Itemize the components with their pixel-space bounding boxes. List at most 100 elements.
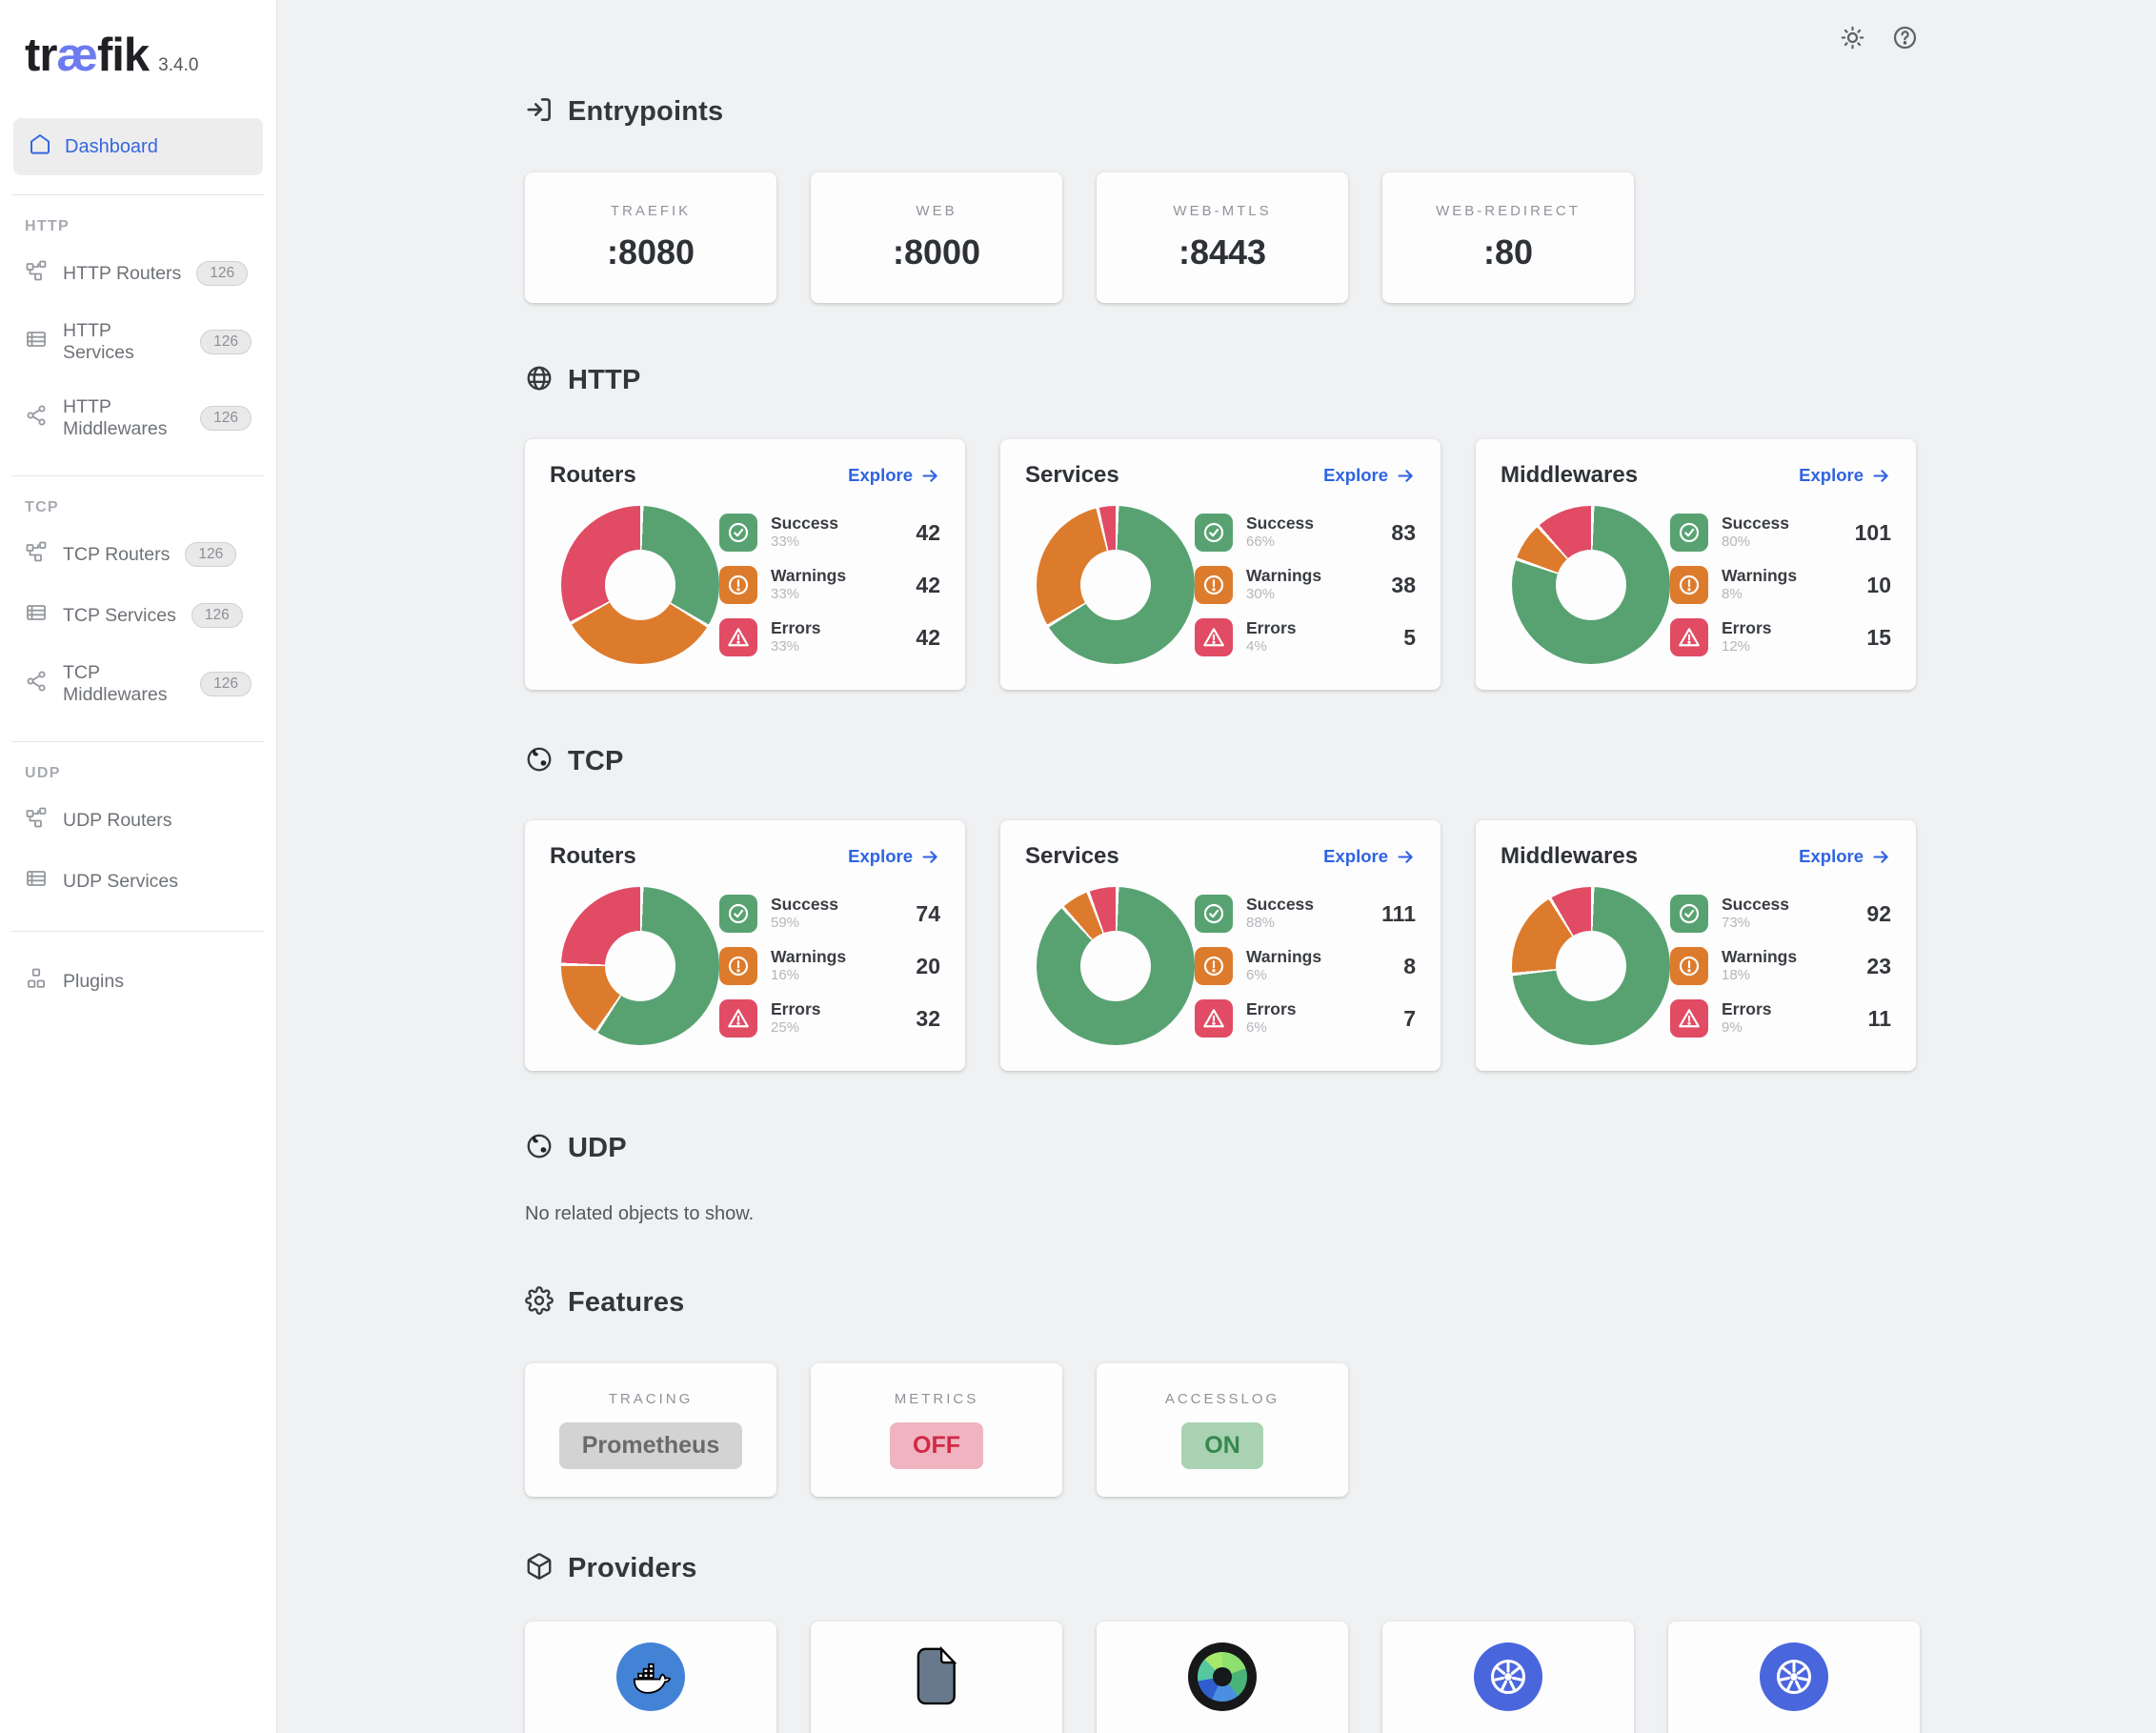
explore-link[interactable]: Explore (1323, 465, 1416, 486)
topbar-actions (1840, 25, 1918, 55)
feature-card-accesslog: ACCESSLOG ON (1097, 1363, 1348, 1497)
services-icon (25, 601, 48, 630)
kubernetes-wheel-icon (1474, 1642, 1542, 1711)
tcp-routers-card: Routers Explore Success 59% 74 (525, 820, 965, 1071)
tcp-services-card: Services Explore Success 88% 111 (1000, 820, 1441, 1071)
explore-link[interactable]: Explore (1799, 846, 1891, 867)
sidebar-divider (11, 741, 265, 742)
error-icon (1670, 999, 1708, 1038)
error-icon (1195, 618, 1233, 656)
success-icon (1670, 895, 1708, 933)
sidebar-item-udp-routers[interactable]: UDP Routers (0, 790, 276, 851)
success-icon (1195, 895, 1233, 933)
sidebar-divider (11, 931, 265, 932)
success-stat: Success 80% 101 (1670, 514, 1891, 552)
entrypoint-port: :80 (1482, 232, 1534, 272)
tcp-cards: Routers Explore Success 59% 74 (525, 820, 1946, 1071)
section-title: Features (568, 1287, 685, 1318)
card-title: Services (1025, 843, 1119, 869)
success-stat: Success 59% 74 (719, 895, 940, 933)
sidebar-item-plugins[interactable]: Plugins (0, 951, 276, 1012)
sidebar-item-label: UDP Routers (63, 809, 172, 831)
udp-section-header: UDP (525, 1132, 1946, 1165)
sidebar-item-udp-services[interactable]: UDP Services (0, 851, 276, 912)
success-stat: Success 88% 111 (1195, 895, 1416, 933)
theme-toggle-sun-icon[interactable] (1840, 25, 1865, 55)
count-badge: 126 (191, 602, 243, 629)
feature-card-metrics: METRICS OFF (811, 1363, 1062, 1497)
entrypoint-port: :8000 (892, 232, 981, 272)
success-icon (1195, 514, 1233, 552)
success-icon (1670, 514, 1708, 552)
entrypoints-cards: TRAEFIK :8080 WEB :8000 WEB-MTLS :8443 W… (525, 172, 1946, 303)
card-title: Routers (550, 843, 636, 869)
feature-name: TRACING (608, 1391, 694, 1407)
main-content: Entrypoints TRAEFIK :8080 WEB :8000 WEB-… (277, 0, 1946, 1733)
explore-link[interactable]: Explore (1323, 846, 1416, 867)
sidebar-item-http-services[interactable]: HTTP Services 126 (0, 304, 276, 380)
warning-icon (1670, 947, 1708, 985)
docker-icon (616, 1642, 685, 1711)
explore-link[interactable]: Explore (848, 846, 940, 867)
entrypoint-card-web: WEB :8000 (811, 172, 1062, 303)
warnings-stat: Warnings 16% 20 (719, 947, 940, 985)
success-icon (719, 514, 757, 552)
entrypoint-name: TRAEFIK (610, 203, 692, 219)
donut-chart (561, 887, 719, 1045)
provider-card-marathon: Marathon (1097, 1622, 1348, 1733)
earth-icon (525, 1132, 554, 1165)
sidebar-item-label: HTTP Services (63, 320, 134, 363)
arrow-right-icon (922, 469, 937, 482)
entrypoint-name: WEB-REDIRECT (1436, 203, 1581, 219)
sidebar-item-tcp-middlewares[interactable]: TCP Middlewares 126 (0, 646, 276, 722)
sidebar-item-label: Plugins (63, 970, 124, 992)
count-badge: 126 (185, 541, 237, 568)
routers-icon (25, 806, 48, 835)
warning-icon (1195, 566, 1233, 604)
tcp-middlewares-card: Middlewares Explore Success 73% 92 (1476, 820, 1916, 1071)
donut-chart (1512, 506, 1670, 664)
count-badge: 126 (200, 671, 252, 697)
errors-stat: Errors 25% 32 (719, 999, 940, 1038)
routers-icon (25, 540, 48, 569)
http-section-header: HTTP (525, 364, 1946, 397)
http-routers-card: Routers Explore Success 33% 42 (525, 439, 965, 690)
sidebar-item-label: UDP Services (63, 870, 179, 892)
arrow-right-icon (922, 850, 937, 863)
services-icon (25, 328, 48, 356)
feature-value-badge: OFF (890, 1422, 983, 1469)
sidebar-item-http-routers[interactable]: HTTP Routers 126 (0, 243, 276, 304)
http-cards: Routers Explore Success 33% 42 (525, 439, 1946, 690)
warning-icon (719, 947, 757, 985)
app-version: 3.4.0 (158, 55, 199, 75)
donut-chart (1512, 887, 1670, 1045)
feature-card-tracing: TRACING Prometheus (525, 1363, 776, 1497)
provider-card-file: File (811, 1622, 1062, 1733)
kubernetes-wheel-icon (1760, 1642, 1828, 1711)
section-title: UDP (568, 1133, 627, 1163)
error-icon (1670, 618, 1708, 656)
login-arrow-icon (525, 95, 554, 129)
entrypoints-section-header: Entrypoints (525, 95, 1946, 129)
explore-link[interactable]: Explore (848, 465, 940, 486)
section-title: HTTP (568, 365, 641, 395)
count-badge: 126 (200, 405, 252, 432)
warnings-stat: Warnings 6% 8 (1195, 947, 1416, 985)
gear-icon (525, 1286, 554, 1320)
sidebar-item-tcp-routers[interactable]: TCP Routers 126 (0, 524, 276, 585)
card-title: Services (1025, 462, 1119, 488)
explore-link[interactable]: Explore (1799, 465, 1891, 486)
sidebar-item-tcp-services[interactable]: TCP Services 126 (0, 585, 276, 646)
error-icon (719, 999, 757, 1038)
card-title: Middlewares (1501, 462, 1639, 488)
sidebar-section-http: HTTP (25, 218, 70, 234)
warning-icon (1195, 947, 1233, 985)
help-icon[interactable] (1892, 25, 1918, 55)
sidebar-item-http-middlewares[interactable]: HTTP Middlewares 126 (0, 380, 276, 456)
providers-cards: Docker File Marathon KubernetesIngress (525, 1622, 1946, 1733)
warnings-stat: Warnings 33% 42 (719, 566, 940, 604)
section-title: TCP (568, 746, 624, 776)
sidebar-item-dashboard[interactable]: Dashboard (13, 118, 263, 175)
arrow-right-icon (1873, 469, 1888, 482)
